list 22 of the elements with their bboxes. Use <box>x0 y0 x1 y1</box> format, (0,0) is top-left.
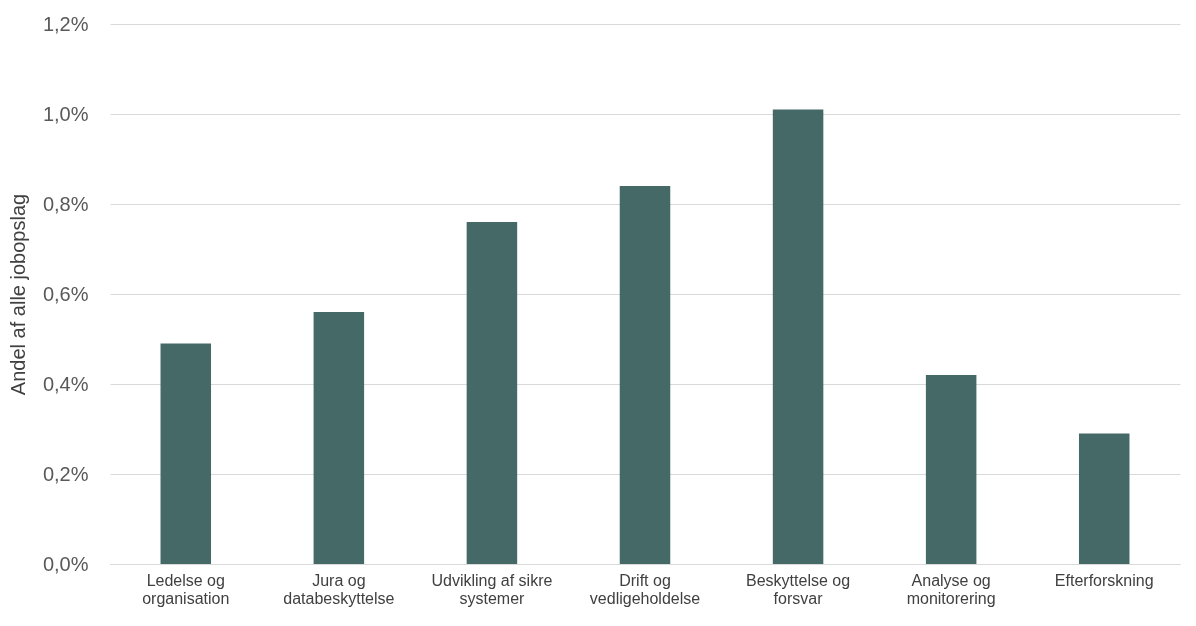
y-tick-label: 0,2% <box>42 462 89 485</box>
bar <box>160 343 212 564</box>
y-axis-title: Andel af alle jobopslag <box>6 193 29 396</box>
x-tick-label: Udvikling af sikre systemer <box>431 571 553 607</box>
bar <box>466 222 518 564</box>
x-tick-label: Drift og vedligeholdelse <box>589 571 701 607</box>
bar <box>619 186 671 564</box>
x-tick-label: Ledelse og organisation <box>142 571 230 607</box>
y-tick-label: 0,8% <box>42 192 89 215</box>
x-tick-label: Efterforskning <box>1054 571 1154 589</box>
y-tick-label: 1,2% <box>42 12 89 35</box>
x-tick-label: Jura og databeskyttelse <box>283 571 395 607</box>
y-tick-label: 0,0% <box>42 552 89 575</box>
y-tick-label: 0,6% <box>42 282 89 305</box>
bar <box>925 375 977 564</box>
bar <box>313 312 365 564</box>
x-tick-label: Beskyttelse og forsvar <box>746 571 851 607</box>
y-tick-label: 0,4% <box>42 372 89 395</box>
bar <box>1078 433 1130 564</box>
x-tick-label: Analyse og monitorering <box>906 571 996 607</box>
y-tick-label: 1,0% <box>42 102 89 125</box>
bar <box>772 109 824 564</box>
